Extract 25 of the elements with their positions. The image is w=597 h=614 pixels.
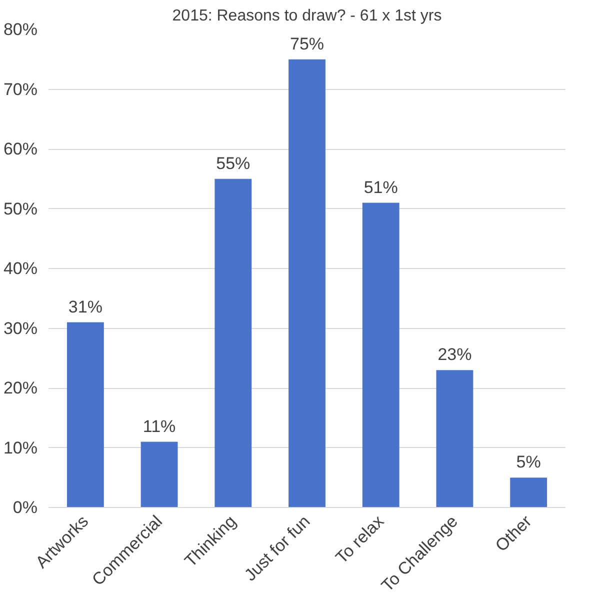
y-tick-label: 50%: [3, 199, 38, 218]
data-label: 31%: [68, 297, 102, 316]
y-tick-label: 80%: [3, 20, 38, 39]
bar: [510, 478, 548, 508]
data-label: 11%: [142, 416, 176, 436]
y-tick-label: 10%: [3, 438, 38, 458]
y-tick-label: 30%: [3, 318, 38, 338]
data-label: 51%: [364, 178, 398, 197]
bar: [362, 202, 400, 508]
data-label: 5%: [516, 452, 541, 472]
y-tick-label: 40%: [3, 259, 38, 278]
bar: [140, 442, 178, 508]
bar: [288, 59, 326, 508]
data-label: 23%: [438, 345, 472, 364]
y-tick-label: 70%: [3, 80, 38, 99]
y-tick-label: 0%: [12, 498, 38, 517]
bar: [214, 178, 252, 508]
bar: [66, 322, 104, 508]
x-tick-label: Just for fun: [240, 512, 314, 585]
y-tick-label: 20%: [3, 378, 38, 398]
bar: [436, 370, 474, 508]
y-tick-label: 60%: [3, 140, 38, 158]
data-label: 55%: [216, 154, 250, 173]
chart-title: 2015: Reasons to draw? - 61 x 1st yrs: [172, 8, 442, 24]
data-label: 75%: [290, 34, 324, 54]
